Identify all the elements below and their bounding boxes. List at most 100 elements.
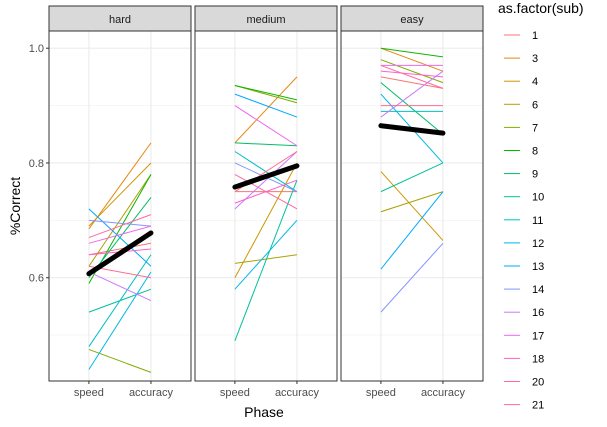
legend-label: 4 <box>532 76 538 88</box>
subject-line-10 <box>234 180 298 342</box>
legend-item-7: 7 <box>504 122 538 134</box>
panel-border <box>194 30 338 382</box>
subject-line-17 <box>88 225 152 244</box>
y-tick-label: 0.6 <box>29 273 44 285</box>
panel-background <box>195 31 337 381</box>
subject-line-6 <box>88 174 152 267</box>
facet-label: medium <box>246 14 285 26</box>
legend-label: 10 <box>532 192 544 204</box>
x-tick-label: speed <box>366 387 396 399</box>
subject-line-6 <box>380 191 444 213</box>
y-axis-title: %Correct <box>7 177 23 235</box>
gridlines <box>195 31 337 381</box>
y-tick-label: 0.8 <box>29 158 44 170</box>
subject-lines <box>234 76 298 342</box>
x-tick-label: accuracy <box>129 387 174 399</box>
legend-item-6: 6 <box>504 99 538 111</box>
legend-item-12: 12 <box>504 238 544 250</box>
subject-line-4 <box>234 162 298 278</box>
legend: as.factor(sub) 1346789101112131416171820… <box>498 0 584 412</box>
panel-hard: hard speed accuracy <box>48 5 192 399</box>
legend-item-17: 17 <box>504 330 544 342</box>
panel-border <box>340 30 484 382</box>
subject-line-13 <box>380 191 444 270</box>
legend-label: 18 <box>532 353 544 365</box>
y-tick-label: 1.0 <box>29 43 44 55</box>
legend-item-18: 18 <box>504 353 544 365</box>
y-axis: 0.6 0.8 1.0 <box>29 43 49 285</box>
legend-item-1: 1 <box>504 30 538 42</box>
legend-item-8: 8 <box>504 146 538 158</box>
subject-line-3 <box>234 76 298 144</box>
legend-label: 21 <box>532 400 544 412</box>
subject-line-3 <box>380 47 444 72</box>
x-tick-label: accuracy <box>421 387 466 399</box>
legend-item-11: 11 <box>504 215 543 227</box>
legend-label: 20 <box>532 377 544 389</box>
subject-line-17 <box>234 105 298 147</box>
legend-item-4: 4 <box>504 76 538 88</box>
subject-line-10 <box>380 162 444 193</box>
legend-label: 13 <box>532 261 544 273</box>
subject-line-12 <box>88 271 152 370</box>
legend-item-3: 3 <box>504 53 538 65</box>
subject-line-8 <box>234 85 298 101</box>
x-tick-label: speed <box>74 387 104 399</box>
legend-item-21: 21 <box>504 400 544 412</box>
subject-line-11 <box>88 254 152 347</box>
mean-line <box>378 123 446 136</box>
legend-item-10: 10 <box>504 192 544 204</box>
legend-label: 16 <box>532 307 544 319</box>
legend-item-9: 9 <box>504 169 538 181</box>
facet-label: easy <box>400 14 424 26</box>
subject-line-20 <box>88 214 152 239</box>
gridlines <box>49 31 191 381</box>
facet-strip <box>48 5 192 32</box>
subject-line-14 <box>88 219 152 227</box>
facet-label: hard <box>109 14 131 26</box>
subject-line-9 <box>380 82 444 135</box>
subject-line-20 <box>380 64 444 89</box>
subject-line-13 <box>234 93 298 118</box>
panel-background <box>49 31 191 381</box>
subject-line-1 <box>88 242 152 256</box>
legend-label: 3 <box>532 53 538 65</box>
subject-line-3 <box>88 142 152 230</box>
legend-label: 17 <box>532 330 544 342</box>
subject-line-20 <box>234 174 298 210</box>
subject-line-16 <box>88 271 152 302</box>
mean-line <box>86 230 154 277</box>
legend-item-20: 20 <box>504 377 544 389</box>
subject-line-12 <box>234 220 298 290</box>
subject-line-9 <box>234 142 297 147</box>
x-tick-label: accuracy <box>275 387 320 399</box>
legend-label: 12 <box>532 238 544 250</box>
subject-line-1 <box>380 76 444 89</box>
subject-line-14 <box>380 242 444 313</box>
legend-item-13: 13 <box>504 261 544 273</box>
subject-line-18 <box>380 70 444 78</box>
subject-line-16 <box>380 70 444 118</box>
subject-line-4 <box>380 171 444 241</box>
panel-border <box>48 30 192 382</box>
legend-label: 11 <box>532 215 543 227</box>
legend-label: 9 <box>532 169 538 181</box>
legend-label: 1 <box>532 30 538 42</box>
legend-title: as.factor(sub) <box>498 0 584 16</box>
x-axis-title: Phase <box>244 404 284 420</box>
legend-item-14: 14 <box>504 284 544 296</box>
subject-line-13 <box>88 208 152 267</box>
panel-medium: medium speed accuracy <box>194 5 338 399</box>
legend-label: 14 <box>532 284 544 296</box>
subject-line-6 <box>234 254 298 264</box>
legend-item-16: 16 <box>504 307 544 319</box>
panel-easy: easy speed accuracy <box>340 5 484 399</box>
subject-line-4 <box>88 162 152 227</box>
legend-label: 8 <box>532 146 538 158</box>
legend-label: 6 <box>532 99 538 111</box>
x-tick-label: speed <box>220 387 250 399</box>
legend-label: 7 <box>532 122 538 134</box>
subject-line-8 <box>380 47 444 58</box>
